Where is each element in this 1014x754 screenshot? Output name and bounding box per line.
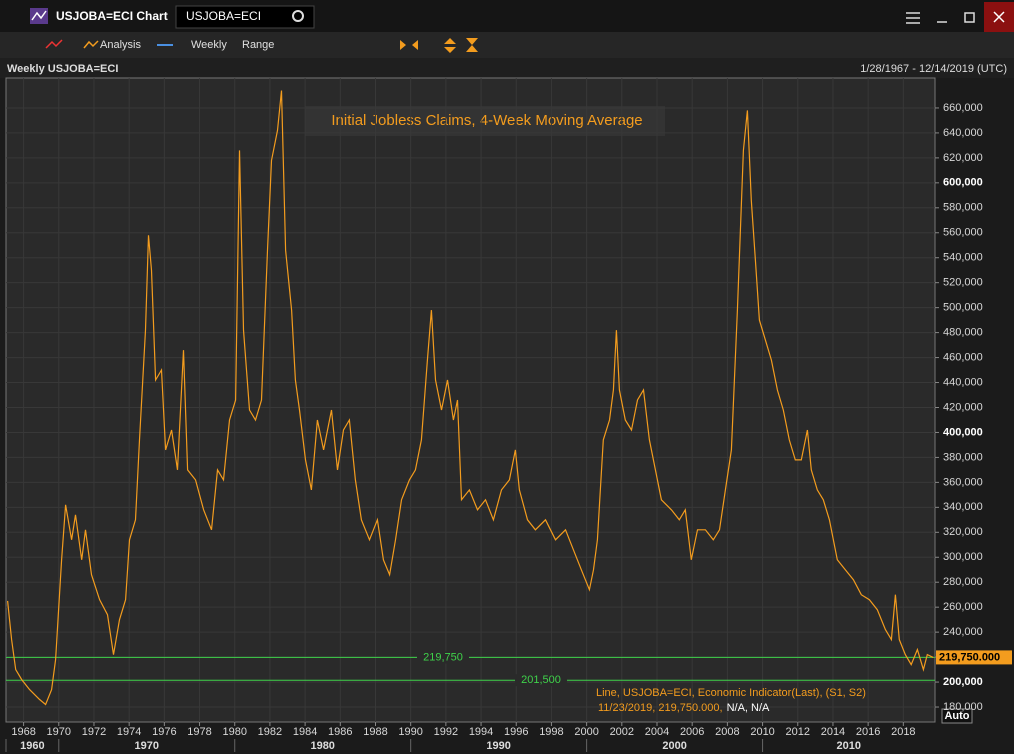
y-tick-label: 640,000 [943, 127, 983, 139]
last-value-label: 219,750.000 [939, 651, 1000, 663]
toolbar-weekly[interactable]: Weekly [191, 39, 227, 51]
reference-label-bg [515, 674, 567, 687]
toolbar-analysis[interactable]: Analysis [100, 39, 141, 51]
y-tick-label: 540,000 [943, 252, 983, 264]
reference-label: 201,500 [521, 674, 561, 686]
y-tick-label: 300,000 [943, 551, 983, 563]
series-line [7, 90, 934, 706]
y-tick-label: 620,000 [943, 152, 983, 164]
y-tick-label: 180,000 [943, 701, 983, 713]
y-tick-label: 460,000 [943, 351, 983, 363]
title-bar [0, 0, 1014, 32]
y-tick-label: 200,000 [943, 676, 983, 688]
y-tick-label: 660,000 [943, 102, 983, 114]
zoom-tools[interactable] [400, 38, 478, 53]
last-value-tag [936, 650, 1012, 665]
analysis-icon[interactable] [83, 40, 99, 49]
x-tick-label: 1984 [293, 726, 317, 738]
x-tick-label: 2002 [610, 726, 634, 738]
x-tick-label: 1994 [469, 726, 493, 738]
x-tick-label: 1990 [398, 726, 422, 738]
x-tick-label: 1998 [539, 726, 563, 738]
x-major-label: 1990 [486, 740, 510, 752]
x-tick-label: 2010 [750, 726, 774, 738]
x-tick-label: 2016 [856, 726, 880, 738]
x-major-label: 1980 [310, 740, 334, 752]
window-title: USJOBA=ECI Chart [56, 9, 168, 23]
x-tick-label: 1992 [434, 726, 458, 738]
legend-line: Line, USJOBA=ECI, Economic Indicator(Las… [596, 687, 866, 699]
x-major-label: 2010 [837, 740, 861, 752]
line-tool[interactable] [45, 39, 63, 49]
x-tick-label: 2018 [891, 726, 915, 738]
y-tick-label: 600,000 [943, 177, 983, 189]
toolbar-range[interactable]: Range [242, 39, 274, 51]
y-tick-label: 280,000 [943, 576, 983, 588]
y-tick-label: 260,000 [943, 601, 983, 613]
x-tick-label: 2012 [786, 726, 810, 738]
y-tick-label: 560,000 [943, 227, 983, 239]
x-major-label: 1970 [135, 740, 159, 752]
info-bar [0, 58, 1014, 78]
x-tick-label: 1970 [47, 726, 71, 738]
x-tick-label: 1980 [222, 726, 246, 738]
chart-label: Weekly USJOBA=ECI [7, 63, 118, 75]
x-major-label: 1960 [20, 740, 44, 752]
y-tick-label: 500,000 [943, 302, 983, 314]
x-tick-label: 2008 [715, 726, 739, 738]
title-box [305, 106, 665, 136]
y-tick-label: 580,000 [943, 202, 983, 214]
maximize[interactable] [964, 12, 975, 23]
x-tick-label: 2004 [645, 726, 669, 738]
x-tick-label: 1986 [328, 726, 352, 738]
auto-label[interactable]: Auto [944, 710, 969, 722]
x-tick-label: 1982 [258, 726, 282, 738]
search-box[interactable] [175, 5, 315, 29]
x-tick-label: 1972 [82, 726, 106, 738]
x-tick-label: 1968 [11, 726, 35, 738]
toolbar [0, 32, 1014, 58]
x-tick-label: 1974 [117, 726, 141, 738]
y-tick-label: 400,000 [943, 426, 983, 438]
legend-value: 11/23/2019, 219,750.000, [598, 702, 723, 714]
app-icon-line [31, 10, 47, 21]
search-text[interactable]: USJOBA=ECI [186, 9, 261, 23]
x-tick-label: 2000 [574, 726, 598, 738]
y-tick-label: 240,000 [943, 626, 983, 638]
y-tick-label: 380,000 [943, 451, 983, 463]
y-tick-label: 320,000 [943, 526, 983, 538]
x-tick-label: 1996 [504, 726, 528, 738]
close-icon[interactable] [993, 11, 1005, 23]
reference-label-bg [417, 651, 469, 664]
plot-area [5, 77, 936, 723]
date-range: 1/28/1967 - 12/14/2019 (UTC) [860, 63, 1007, 75]
reference-label: 219,750 [423, 651, 463, 663]
y-tick-label: 420,000 [943, 401, 983, 413]
chart-title: Initial Jobless Claims, 4-Week Moving Av… [331, 112, 642, 129]
x-tick-label: 2006 [680, 726, 704, 738]
search-icon[interactable] [292, 10, 304, 22]
y-tick-label: 480,000 [943, 327, 983, 339]
y-tick-label: 440,000 [943, 376, 983, 388]
x-tick-label: 1976 [152, 726, 176, 738]
x-major-label: 2000 [662, 740, 686, 752]
x-tick-label: 1978 [187, 726, 211, 738]
x-tick-label: 2014 [821, 726, 845, 738]
y-tick-label: 520,000 [943, 277, 983, 289]
y-tick-label: 340,000 [943, 501, 983, 513]
x-tick-label: 1988 [363, 726, 387, 738]
auto-button[interactable] [941, 708, 973, 724]
y-tick-label: 360,000 [943, 476, 983, 488]
legend-na: N/A, N/A [727, 702, 770, 714]
